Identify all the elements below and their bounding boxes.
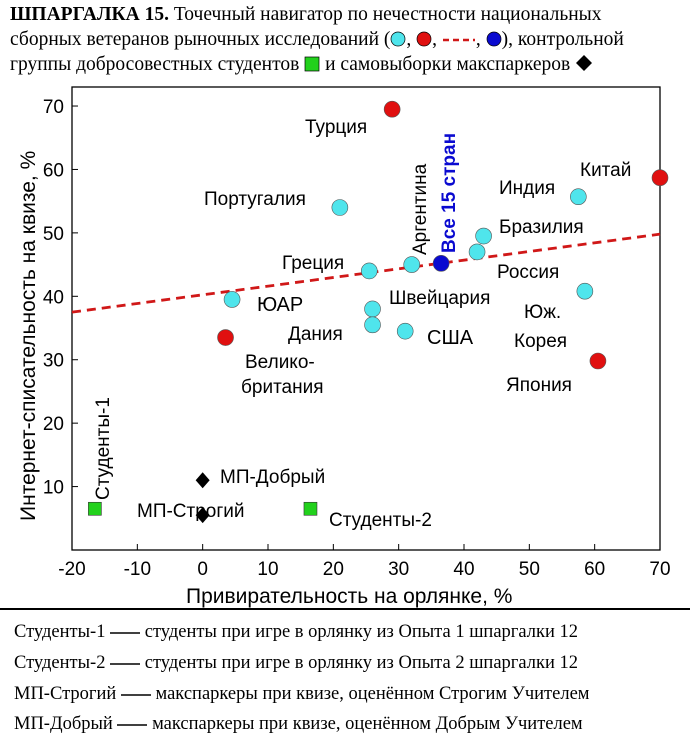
label-uk-2: британия <box>241 377 324 398</box>
x-tick-label: 20 <box>323 559 344 580</box>
title-line3b: и самовыборки макспаркеров <box>325 54 571 75</box>
dash-icon <box>117 724 148 726</box>
y-tick-label: 70 <box>43 97 64 118</box>
legend-row: МП-Добрый макспаркеры при квизе, оценённ… <box>14 714 583 735</box>
x-tick-label: 40 <box>453 559 474 580</box>
title-line3: группы добросовестных студентов <box>10 54 300 75</box>
y-axis-label: Интернет-списательность на квизе, % <box>17 151 40 521</box>
dash-icon <box>120 694 151 696</box>
legend-row: МП-Строгий макспаркеры при квизе, оценён… <box>14 684 590 705</box>
x-axis-label: Привирательность на орлянке, % <box>186 585 512 608</box>
point-США <box>396 322 414 340</box>
point-Бразилия <box>475 227 492 245</box>
point-Греция <box>360 262 378 280</box>
label-turkey: Турция <box>305 117 367 138</box>
label-japan: Япония <box>506 375 572 396</box>
label-all15: Все 15 стран <box>439 133 460 253</box>
legend-green-marker <box>304 56 320 72</box>
label-china: Китай <box>580 160 631 181</box>
scatter-chart: -20 -10 0 10 20 30 40 50 60 70 10 20 30 40 50 60 70 Турц… <box>17 86 671 608</box>
label-skorea-1: Юж. <box>524 302 561 323</box>
point-МП-Добрый <box>195 472 210 489</box>
label-portugal: Португалия <box>204 189 306 210</box>
title-line2a: сборных ветеранов рыночных исследований … <box>10 29 391 50</box>
point-Россия <box>468 243 486 261</box>
legend-cyan-marker <box>391 31 406 47</box>
x-tick-label: 50 <box>519 559 540 580</box>
point-Китай <box>651 169 669 186</box>
label-uk-1: Велико- <box>245 352 315 373</box>
point-ЮАР <box>223 291 241 308</box>
point-МП-Строгий <box>195 507 210 524</box>
y-tick-label: 20 <box>43 414 64 435</box>
point-Дания <box>364 316 381 334</box>
x-tick-label: 70 <box>649 559 670 580</box>
x-tick-label: 60 <box>584 559 605 580</box>
legend-dash-marker <box>442 38 475 42</box>
legend-text: макспаркеры при квизе, оценённом Добрым … <box>152 714 583 734</box>
label-rsa: ЮАР <box>257 294 303 316</box>
axis-ticks: -20 -10 0 10 20 30 40 50 60 70 10 20 30 40 50 60 70 <box>43 97 671 580</box>
point-labels: Турция Китай Индия Португалия Бразилия Р… <box>93 117 631 531</box>
point-Аргентина <box>403 256 421 273</box>
point-Велико-британия <box>217 329 234 346</box>
title-line2b: ), контрольной <box>501 29 624 50</box>
x-tick-label: -20 <box>58 559 85 580</box>
label-students1: Студенты-1 <box>93 397 114 500</box>
y-tick-label: 10 <box>43 478 64 499</box>
label-mpgood: МП-Добрый <box>220 467 325 488</box>
dash-icon <box>110 632 141 634</box>
legend-text: студенты при игре в орлянку из Опыта 1 ш… <box>144 622 579 642</box>
point-Турция <box>383 100 401 118</box>
point-Португалия <box>331 199 349 216</box>
legend-red-marker <box>416 31 432 47</box>
label-greece: Греция <box>282 253 344 274</box>
label-usa: США <box>427 327 474 349</box>
x-tick-label: 10 <box>257 559 278 580</box>
y-tick-label: 40 <box>43 287 64 308</box>
label-skorea-2: Корея <box>514 331 567 352</box>
y-tick-label: 60 <box>43 160 64 181</box>
legend-box: Студенты-1 студенты при игре в орлянку и… <box>0 608 690 741</box>
data-points <box>88 100 669 524</box>
label-denmark: Дания <box>288 324 343 345</box>
label-russia: Россия <box>497 262 559 283</box>
legend-name: МП-Строгий <box>14 684 117 704</box>
label-students2: Студенты-2 <box>329 510 432 531</box>
dash-icon <box>110 663 141 665</box>
y-tick-label: 50 <box>43 224 64 245</box>
legend-text: макспаркеры при квизе, оценённом Строгим… <box>155 684 590 704</box>
x-tick-label: 30 <box>388 559 409 580</box>
point-Все 15 стран <box>432 255 450 272</box>
legend-text: студенты при игре в орлянку из Опыта 2 ш… <box>144 653 579 673</box>
title-bold: ШПАРГАЛКА 15. <box>10 4 169 25</box>
point-Индия <box>570 188 587 206</box>
x-tick-label: 0 <box>197 559 208 580</box>
label-india: Индия <box>499 178 555 199</box>
point-Студенты-2 <box>303 501 318 516</box>
trendline-group <box>71 232 661 314</box>
label-swiss: Швейцария <box>389 288 490 309</box>
legend-blue-marker <box>486 31 502 47</box>
point-Япония <box>589 352 607 370</box>
legend-name: МП-Добрый <box>14 714 113 734</box>
point-Студенты-1 <box>88 501 102 516</box>
legend-name: Студенты-2 <box>14 653 106 673</box>
label-brazil: Бразилия <box>499 217 584 238</box>
legend-name: Студенты-1 <box>14 622 106 642</box>
x-tick-label: -10 <box>124 559 151 580</box>
legend-diamond-marker <box>576 55 593 71</box>
point-Юж. Корея <box>576 282 594 300</box>
point-Швейцария <box>364 300 381 318</box>
label-mpstrict: МП-Строгий <box>137 501 245 522</box>
legend-row: Студенты-1 студенты при игре в орлянку и… <box>14 622 578 643</box>
label-argentina: Аргентина <box>410 163 431 255</box>
y-tick-label: 30 <box>43 351 64 372</box>
chart-title: ШПАРГАЛКА 15. Точечный навигатор по нече… <box>10 4 624 75</box>
legend-row: Студенты-2 студенты при игре в орлянку и… <box>14 653 578 674</box>
plot-area <box>71 86 661 551</box>
title-line1: Точечный навигатор по нечестности национ… <box>173 4 602 25</box>
trendline <box>71 232 661 314</box>
